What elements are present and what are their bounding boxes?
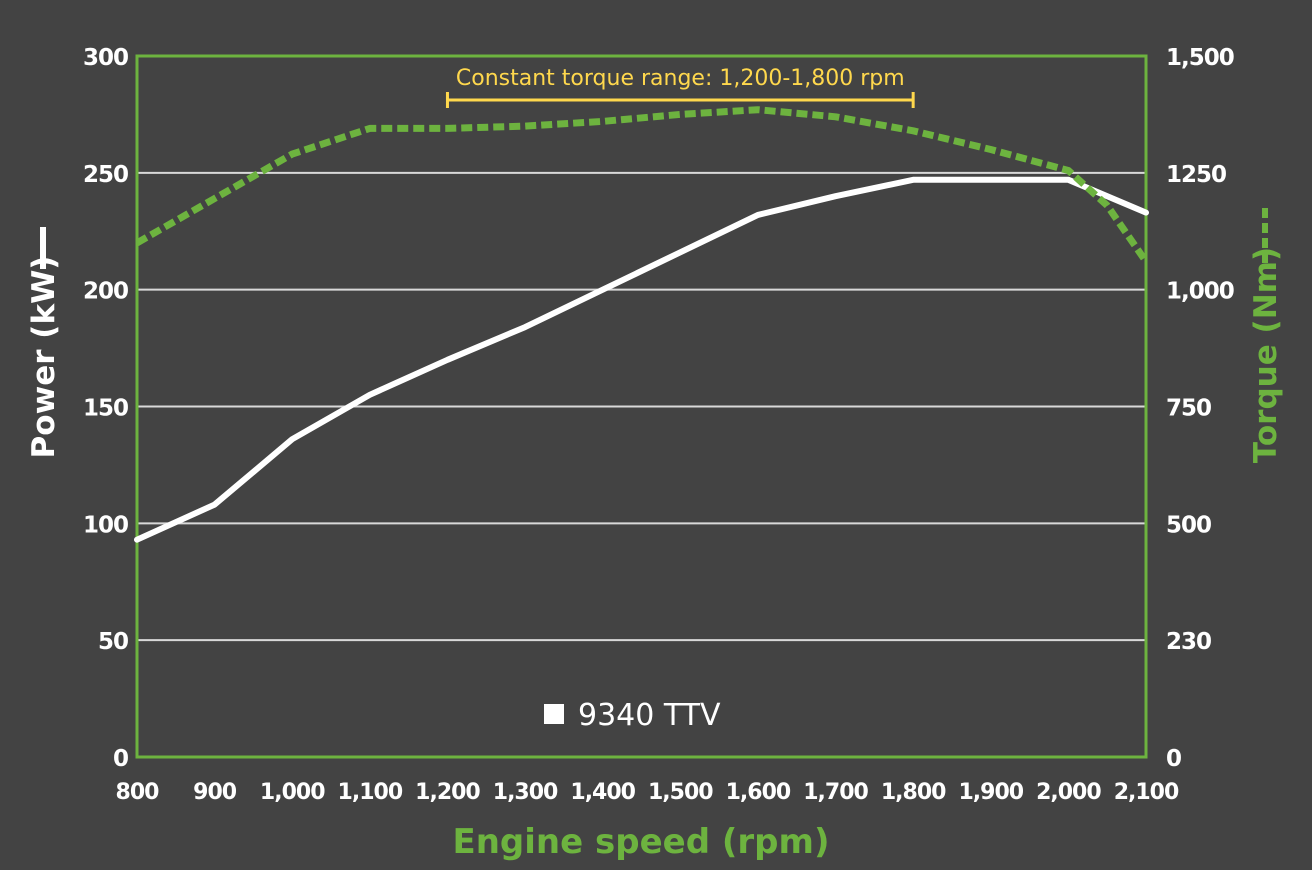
- x-tick-label: 1,700: [803, 780, 868, 805]
- left-axis-title: Power (kW): [26, 256, 62, 459]
- right-tick-label: 0: [1166, 746, 1181, 772]
- right-axis-title-group: Torque (Nm): [1248, 205, 1284, 463]
- x-tick-label: 1,100: [338, 780, 403, 805]
- right-tick-label: 500: [1166, 512, 1211, 538]
- left-axis-title-group: Power (kW): [26, 227, 62, 458]
- x-tick-label: 1,200: [415, 780, 480, 805]
- left-tick-label: 150: [83, 396, 128, 422]
- x-tick-label: 1,900: [958, 780, 1023, 805]
- x-tick-label: 1,500: [648, 780, 713, 805]
- x-tick-label: 1,000: [260, 780, 325, 805]
- power-line: [134, 176, 1149, 543]
- left-tick-label: 200: [83, 279, 128, 305]
- right-tick-label: 1,000: [1166, 279, 1234, 305]
- x-tick-label: 1,600: [726, 780, 791, 805]
- x-axis-ticks: 800 900 1,000 1,100 1,200 1,300 1,400 1,500 1,60…: [116, 780, 1180, 805]
- left-tick-label: 50: [98, 629, 128, 655]
- x-tick-label: 1,400: [570, 780, 635, 805]
- legend-swatch: [544, 704, 564, 724]
- legend-label: 9340 TTV: [578, 698, 721, 733]
- gridlines: [137, 171, 1146, 642]
- x-tick-label: 1,800: [881, 780, 946, 805]
- series-layer: [134, 106, 1149, 543]
- x-tick-label: 2,100: [1114, 780, 1179, 805]
- right-tick-label: 750: [1166, 396, 1211, 422]
- x-tick-label: 900: [193, 780, 237, 805]
- right-tick-label: 1,500: [1166, 45, 1234, 71]
- right-axis-title: Torque (Nm): [1248, 247, 1284, 463]
- left-tick-label: 250: [83, 162, 128, 188]
- x-axis-title: Engine speed (rpm): [452, 822, 829, 862]
- left-tick-label: 300: [83, 45, 128, 71]
- left-tick-label: 0: [113, 746, 128, 772]
- left-tick-label: 100: [83, 512, 128, 538]
- x-tick-label: 800: [116, 780, 160, 805]
- right-tick-label: 230: [1166, 629, 1211, 655]
- constant-torque-annotation: Constant torque range: 1,200-1,800 rpm: [445, 66, 915, 108]
- torque-line: [135, 106, 1149, 264]
- plot-frame: [135, 54, 1148, 759]
- right-tick-label: 1250: [1166, 162, 1226, 188]
- x-tick-label: 2,000: [1036, 780, 1101, 805]
- annotation-label: Constant torque range: 1,200-1,800 rpm: [456, 66, 905, 91]
- x-tick-label: 1,300: [493, 780, 558, 805]
- legend: 9340 TTV: [544, 698, 721, 733]
- left-axis-ticks: 0 50 100 150 200 250 300: [83, 45, 129, 772]
- right-axis-ticks: 0 230 500 750 1,000 1250 1,500: [1166, 45, 1235, 772]
